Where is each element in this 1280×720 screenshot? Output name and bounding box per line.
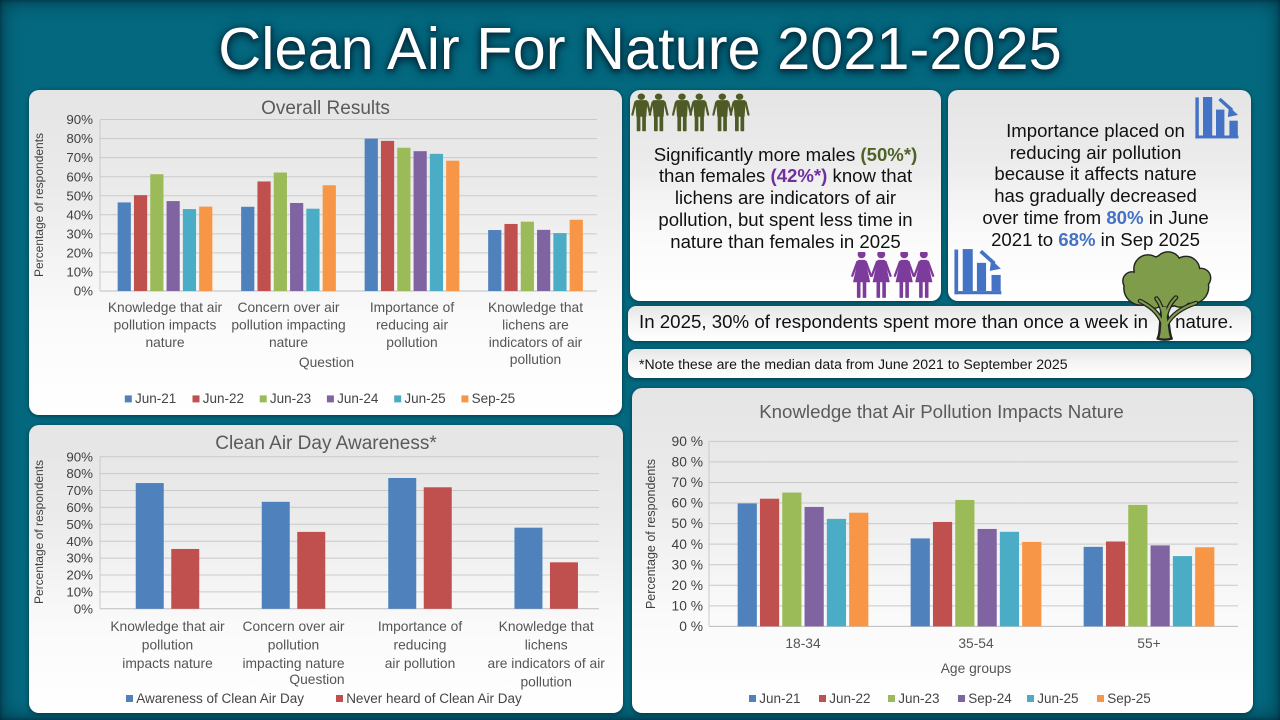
svg-text:Percentage of respondents: Percentage of respondents <box>32 133 46 277</box>
svg-text:10%: 10% <box>66 265 93 280</box>
svg-text:50 %: 50 % <box>672 516 703 531</box>
svg-text:35-54: 35-54 <box>958 636 994 651</box>
svg-text:reducing air: reducing air <box>376 317 448 332</box>
svg-text:60%: 60% <box>66 500 93 515</box>
svg-text:30 %: 30 % <box>672 557 703 572</box>
svg-text:50%: 50% <box>66 188 93 203</box>
svg-text:70%: 70% <box>66 483 93 498</box>
svg-text:70%: 70% <box>66 150 93 165</box>
svg-text:Never heard of Clean Air Day: Never heard of Clean Air Day <box>346 691 522 706</box>
svg-text:Awareness of Clean Air Day: Awareness of Clean Air Day <box>136 691 304 706</box>
svg-text:Jun-22: Jun-22 <box>203 391 244 406</box>
svg-text:Clean Air Day Awareness*: Clean Air Day Awareness* <box>215 433 437 454</box>
svg-text:Question: Question <box>299 355 354 370</box>
svg-text:20 %: 20 % <box>672 578 703 593</box>
svg-text:Knowledge that air: Knowledge that air <box>108 300 223 315</box>
svg-text:Knowledge that air: Knowledge that air <box>110 619 225 634</box>
svg-text:80%: 80% <box>66 466 93 481</box>
svg-text:Importance of: Importance of <box>370 300 455 315</box>
svg-text:30%: 30% <box>66 551 93 566</box>
svg-text:18-34: 18-34 <box>785 636 821 651</box>
svg-text:20%: 20% <box>66 568 93 583</box>
svg-text:0%: 0% <box>74 601 93 616</box>
svg-text:Overall Results: Overall Results <box>261 98 390 119</box>
svg-text:20%: 20% <box>66 246 93 261</box>
svg-text:pollution: pollution <box>268 638 319 653</box>
svg-text:0%: 0% <box>74 284 93 299</box>
svg-text:Jun-25: Jun-25 <box>404 391 445 406</box>
svg-text:nature: nature <box>145 335 184 350</box>
svg-text:Question: Question <box>289 672 344 687</box>
svg-text:10%: 10% <box>66 585 93 600</box>
svg-text:55+: 55+ <box>1137 636 1160 651</box>
svg-text:nature: nature <box>269 335 308 350</box>
svg-text:Knowledge that: Knowledge that <box>488 300 583 315</box>
svg-text:impacts nature: impacts nature <box>122 656 213 671</box>
svg-text:lichens are: lichens are <box>502 317 569 332</box>
svg-text:pollution: pollution <box>142 638 193 653</box>
svg-text:40%: 40% <box>66 207 93 222</box>
svg-text:Jun-24: Jun-24 <box>337 391 379 406</box>
svg-text:impacting nature: impacting nature <box>242 656 344 671</box>
svg-text:lichens: lichens <box>525 638 568 653</box>
svg-text:90%: 90% <box>66 449 93 464</box>
svg-text:40%: 40% <box>66 534 93 549</box>
svg-text:indicators of air: indicators of air <box>489 335 583 350</box>
svg-text:are indicators of air: are indicators of air <box>488 656 606 671</box>
svg-text:10 %: 10 % <box>672 598 703 613</box>
svg-text:90 %: 90 % <box>672 434 703 449</box>
svg-text:Jun-21: Jun-21 <box>759 691 800 706</box>
svg-text:50%: 50% <box>66 517 93 532</box>
svg-text:Age groups: Age groups <box>941 661 1012 676</box>
svg-text:0 %: 0 % <box>679 619 703 634</box>
svg-text:Percentage of respondents: Percentage of respondents <box>644 459 658 609</box>
svg-text:Concern over air: Concern over air <box>243 619 345 634</box>
svg-text:Importance of: Importance of <box>378 619 463 634</box>
svg-text:90%: 90% <box>66 112 93 127</box>
svg-text:Concern over air: Concern over air <box>238 300 340 315</box>
svg-text:40 %: 40 % <box>672 537 703 552</box>
svg-text:Jun-25: Jun-25 <box>1037 691 1078 706</box>
svg-text:80 %: 80 % <box>672 455 703 470</box>
svg-text:Jun-23: Jun-23 <box>270 391 311 406</box>
svg-text:pollution: pollution <box>510 352 561 367</box>
svg-text:Jun-22: Jun-22 <box>829 691 870 706</box>
svg-text:reducing: reducing <box>394 638 447 653</box>
svg-text:Knowledge that: Knowledge that <box>499 619 594 634</box>
svg-text:pollution impacts: pollution impacts <box>114 317 217 332</box>
svg-text:pollution impacting: pollution impacting <box>231 317 345 332</box>
svg-text:Percentage of respondents: Percentage of respondents <box>32 460 46 604</box>
svg-text:pollution: pollution <box>386 335 437 350</box>
svg-text:Jun-23: Jun-23 <box>898 691 939 706</box>
svg-text:30%: 30% <box>66 226 93 241</box>
svg-text:80%: 80% <box>66 131 93 146</box>
svg-text:Sep-24: Sep-24 <box>968 691 1012 706</box>
svg-text:Jun-21: Jun-21 <box>135 391 176 406</box>
svg-text:Sep-25: Sep-25 <box>1107 691 1151 706</box>
svg-text:Knowledge that Air Pollution I: Knowledge that Air Pollution Impacts Nat… <box>759 401 1124 422</box>
svg-text:pollution: pollution <box>520 675 571 690</box>
svg-text:60%: 60% <box>66 169 93 184</box>
svg-text:60 %: 60 % <box>672 496 703 511</box>
svg-text:70 %: 70 % <box>672 475 703 490</box>
svg-text:Sep-25: Sep-25 <box>472 391 516 406</box>
svg-text:air pollution: air pollution <box>385 656 456 671</box>
